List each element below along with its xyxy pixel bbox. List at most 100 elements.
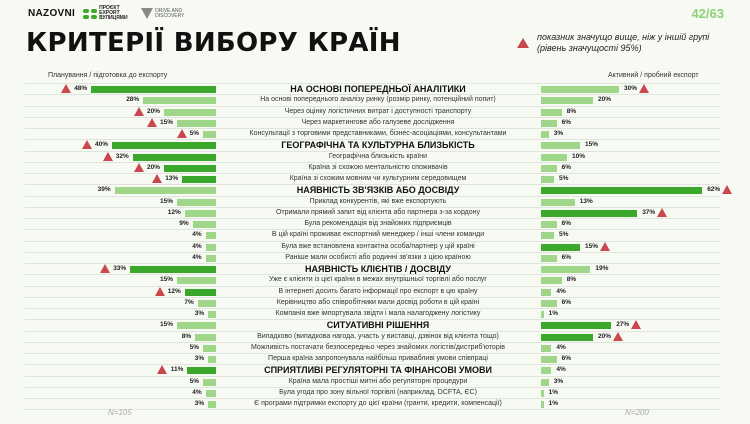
right-bar	[541, 367, 552, 375]
left-bar	[114, 187, 216, 195]
category-row: 15% СИТУАТИВНІ РІШЕННЯ 27%	[25, 319, 720, 331]
left-value: 12%	[167, 208, 181, 216]
right-value: 10%	[572, 152, 586, 160]
right-series-label: Активний / пробний експорт	[608, 72, 699, 79]
left-value: 4%	[192, 253, 202, 261]
left-bar	[177, 198, 216, 206]
left-bar	[203, 131, 216, 138]
criterion-row: 4% Була вже встановлена контактна особа/п…	[25, 240, 720, 253]
criterion-row: 20% Через оцінку логістичних витрат і дос…	[25, 105, 720, 118]
criterion-row: 7% Керівництво або співробітники мали дос…	[25, 296, 720, 309]
left-bar	[184, 209, 216, 217]
left-value: 13%	[165, 175, 179, 182]
right-value: 4%	[556, 287, 566, 295]
left-bar	[195, 333, 216, 341]
right-bar	[541, 344, 552, 352]
right-value: 6%	[561, 298, 571, 306]
right-bar	[541, 288, 552, 296]
right-value: 37%	[642, 208, 656, 216]
criterion-row: 3% Компанія вже імпортувала звідти і мала…	[25, 308, 720, 320]
row-label: Приклад конкурентів, які вже експортують	[309, 197, 447, 205]
row-label: На основі попереднього аналізу ринку (ро…	[260, 96, 496, 104]
left-value: 4%	[192, 388, 202, 396]
significance-triangle-icon	[102, 151, 113, 161]
right-value: 15%	[585, 141, 599, 149]
criterion-row: 4% Раніше мали особисті або родинні зв'яз…	[25, 251, 720, 264]
significance-triangle-icon	[613, 331, 623, 341]
row-label: Отримали прямий запит від клієнта або па…	[275, 208, 481, 216]
significance-triangle-icon	[154, 286, 165, 296]
significance-triangle-icon	[100, 264, 111, 273]
left-value: 7%	[184, 298, 194, 306]
right-bar	[541, 243, 580, 251]
left-value: 5%	[189, 130, 199, 137]
right-bar	[541, 266, 591, 273]
left-value: 28%	[126, 96, 140, 104]
category-row: 40% ГЕОГРАФІЧНА ТА КУЛЬТУРНА БЛИЗЬКІСТЬ 15…	[25, 139, 720, 151]
left-value: 11%	[170, 366, 184, 374]
left-value: 20%	[146, 107, 160, 115]
right-sample-size: N=200	[625, 408, 649, 417]
left-series-label: Планування / підготовка до експорту	[48, 72, 168, 79]
significance-triangle-icon	[657, 207, 668, 217]
left-sample-size: N=105	[108, 408, 132, 417]
row-label: Була рекомендація від знайомих підприємц…	[304, 220, 452, 227]
right-bar	[541, 187, 703, 195]
right-value: 3%	[553, 377, 564, 385]
left-bar	[187, 367, 216, 375]
criterion-row: 9% Була рекомендація від знайомих підприє…	[25, 218, 720, 230]
category-row: 48% НА ОСНОВІ ПОПЕРЕДНЬОЇ АНАЛІТИКИ 30%	[25, 83, 720, 95]
right-value: 27%	[616, 321, 630, 329]
row-label: ГЕОГРАФІЧНА ТА КУЛЬТУРНА БЛИЗЬКІСТЬ	[281, 140, 475, 151]
right-bar	[541, 277, 562, 285]
logos: NAZOVNI ПРОЄКТ EXPORT ВУЛИЦЯМИ DRIVE AND…	[28, 6, 184, 21]
criterion-row: 12% В інтернеті досить багато інформації …	[25, 285, 720, 298]
right-value: 1%	[548, 310, 558, 317]
left-bar	[205, 254, 216, 262]
left-value: 3%	[194, 355, 205, 362]
row-label: Консультації з торговими представниками,…	[249, 130, 507, 137]
left-bar	[130, 266, 216, 273]
left-value: 3%	[194, 310, 205, 317]
left-value: 8%	[181, 332, 192, 340]
right-value: 62%	[707, 186, 721, 194]
right-value: 5%	[559, 231, 569, 239]
significance-triangle-icon	[134, 106, 144, 116]
category-row: 11% СПРИЯТЛИВІ РЕГУЛЯТОРНІ ТА ФІНАНСОВІ У…	[25, 364, 720, 376]
left-bar	[203, 344, 216, 352]
row-label: Географічна близькість країни	[328, 152, 428, 160]
right-bar	[541, 221, 557, 228]
right-value: 15%	[585, 242, 599, 250]
left-value: 32%	[115, 152, 129, 160]
page-title: КРИТЕРІЇ ВИБОРУ КРАЇН	[26, 28, 401, 58]
significance-triangle-icon	[631, 320, 642, 330]
left-bar	[91, 86, 216, 93]
left-bar	[132, 153, 216, 161]
bottom-divider	[25, 409, 720, 411]
left-bar	[184, 288, 216, 296]
left-value: 40%	[94, 141, 108, 149]
right-bar	[541, 108, 562, 116]
significance-triangle-icon	[152, 174, 163, 183]
right-value: 19%	[595, 265, 609, 272]
significance-triangle-icon	[147, 117, 157, 127]
left-bar	[203, 378, 216, 386]
row-label: Компанія вже імпортувала звідти і мала н…	[275, 310, 481, 317]
right-bar	[541, 401, 544, 408]
row-label: Уже є клієнти із цієї країни в межах вну…	[269, 276, 487, 284]
left-value: 15%	[159, 276, 173, 284]
right-value: 6%	[561, 118, 571, 126]
row-label: НАЯВНІСТЬ ЗВ'ЯЗКІВ АБО ДОСВІДУ	[296, 185, 460, 196]
right-bar	[541, 131, 549, 138]
category-row: 39% НАЯВНІСТЬ ЗВ'ЯЗКІВ АБО ДОСВІДУ 62%	[25, 184, 733, 196]
left-value: 20%	[146, 163, 160, 171]
left-bar	[192, 221, 216, 228]
right-bar	[541, 389, 544, 397]
left-value: 15%	[159, 321, 173, 329]
right-value: 5%	[559, 175, 569, 182]
criterion-row: 15% Приклад конкурентів, які вже експорту…	[25, 195, 720, 208]
page-number: 42/63	[691, 6, 724, 21]
right-bar	[541, 356, 557, 363]
criterion-row: 4% Була угода про зону вільної торгівлі (…	[25, 386, 720, 399]
left-bar	[205, 243, 216, 251]
